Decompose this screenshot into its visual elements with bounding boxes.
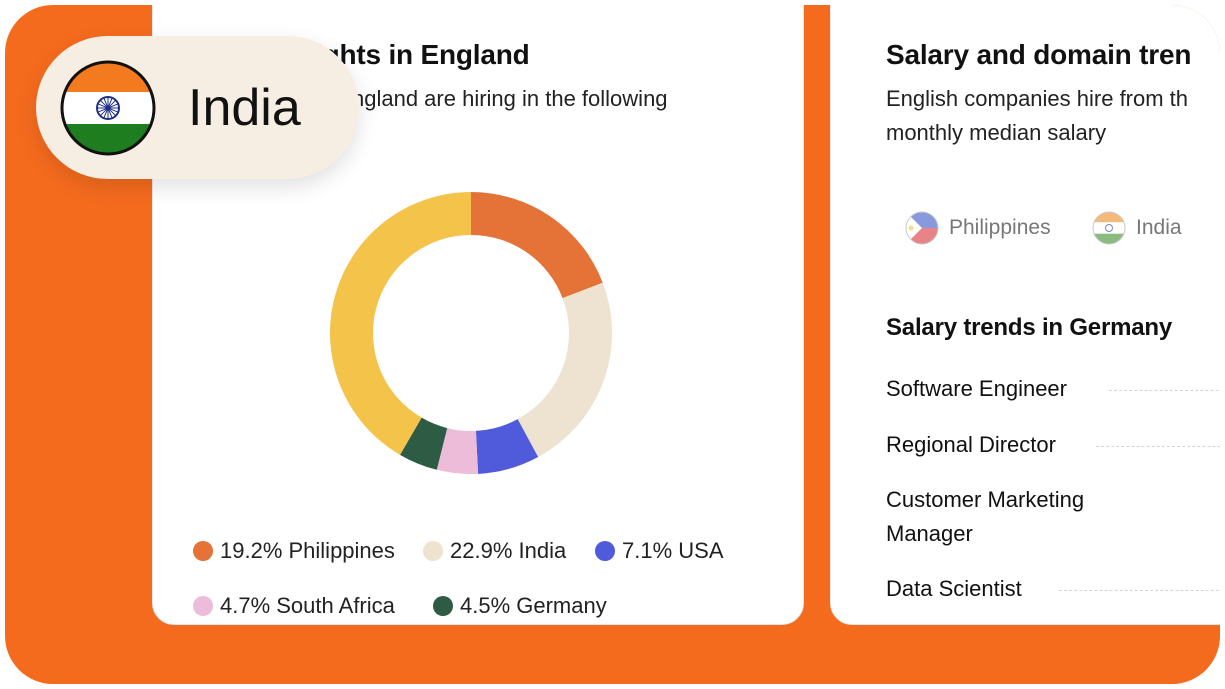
- selected-country-label: India: [188, 79, 301, 137]
- job-leader: [1109, 390, 1220, 391]
- legend-swatch-usa: [595, 541, 615, 561]
- job-leader: [1096, 446, 1220, 447]
- legend-item-philippines: 19.2% Philippines: [193, 538, 395, 564]
- donut-chart: [330, 192, 612, 474]
- job-item-customer-marketing-manager[interactable]: Customer Marketing Manager: [886, 487, 1085, 546]
- job-item-software-engineer[interactable]: Software Engineer: [886, 376, 1067, 401]
- job-item-regional-director[interactable]: Regional Director: [886, 432, 1056, 457]
- section-title: Salary trends in Germany: [886, 314, 1172, 341]
- salary-card-title: Salary and domain tren: [886, 39, 1192, 70]
- job-item-data-scientist[interactable]: Data Scientist: [886, 576, 1022, 601]
- legend-swatch-philippines: [193, 541, 213, 561]
- donut-slice-other: [330, 192, 471, 455]
- salary-card-subtitle-line1: English companies hire from th: [886, 86, 1189, 111]
- tab-philippines[interactable]: Philippines: [905, 211, 1051, 245]
- tab-india[interactable]: India: [1092, 211, 1182, 245]
- tab-philippines-label: Philippines: [949, 216, 1051, 239]
- legend-item-india: 22.9% India: [423, 538, 566, 564]
- selected-country-pill[interactable]: India: [36, 36, 359, 179]
- card-subtitle: ngland are hiring in the following: [352, 86, 668, 111]
- job-leader: [1059, 590, 1220, 591]
- legend-item-germany: 4.5% Germany: [433, 593, 607, 619]
- donut-slice-philippines: [471, 192, 603, 299]
- legend-item-south-africa: 4.7% South Africa: [193, 593, 395, 619]
- salary-trends-card: Salary and domain tren English companies…: [830, 5, 1220, 625]
- legend-label-usa: 7.1% USA: [622, 538, 724, 563]
- legend-label-india: 22.9% India: [450, 538, 567, 563]
- hiring-insights-card: ights in England ngland are hiring in th…: [152, 5, 804, 625]
- legend-swatch-south-africa: [193, 596, 213, 616]
- legend-label-south-africa: 4.7% South Africa: [220, 593, 395, 618]
- india-flag-icon: [1092, 211, 1126, 245]
- legend-swatch-india: [423, 541, 443, 561]
- legend-item-usa: 7.1% USA: [595, 538, 724, 564]
- card-title: ights in England: [315, 39, 530, 70]
- donut-slice-germany: [399, 417, 448, 470]
- donut-slice-india: [517, 282, 612, 457]
- philippines-flag-icon: [905, 211, 939, 245]
- orange-frame: ights in England ngland are hiring in th…: [5, 5, 1220, 684]
- legend-swatch-germany: [433, 596, 453, 616]
- donut-slice-usa: [475, 419, 539, 474]
- legend-label-philippines: 19.2% Philippines: [220, 538, 395, 563]
- donut-slice-south-africa: [436, 428, 479, 474]
- legend-label-germany: 4.5% Germany: [460, 593, 607, 618]
- tab-india-label: India: [1136, 216, 1182, 239]
- salary-card-subtitle-line2: monthly median salary: [886, 120, 1107, 145]
- india-flag-icon: [60, 60, 156, 156]
